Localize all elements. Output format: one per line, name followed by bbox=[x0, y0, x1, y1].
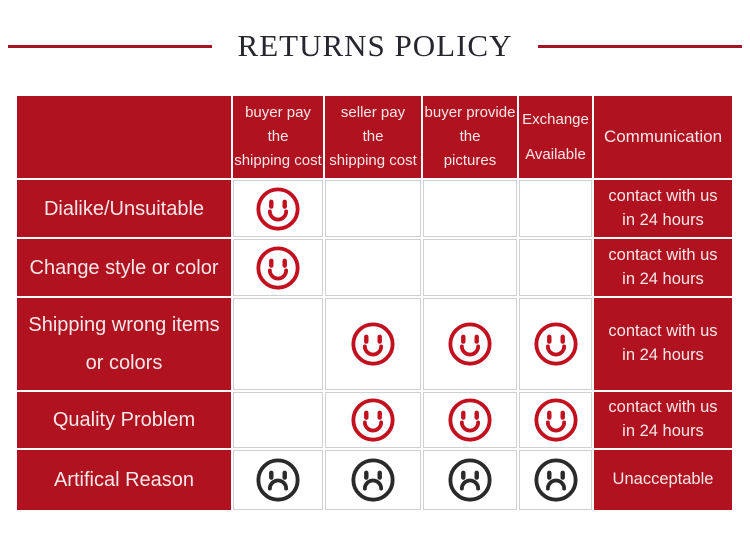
policy-cell-exchange-available bbox=[519, 392, 592, 448]
policy-cell-buyer-pay-shipping bbox=[233, 239, 323, 296]
table-corner-cell bbox=[17, 96, 231, 178]
policy-cell-exchange-available bbox=[519, 450, 592, 510]
page-title-bar: RETURNS POLICY bbox=[8, 25, 743, 67]
policy-cell-buyer-provide-pictures bbox=[423, 450, 517, 510]
smile-icon bbox=[448, 322, 492, 366]
smile-icon bbox=[448, 398, 492, 442]
policy-cell-exchange-available bbox=[519, 180, 592, 237]
policy-cell-buyer-pay-shipping bbox=[233, 392, 323, 448]
policy-cell-buyer-provide-pictures bbox=[423, 239, 517, 296]
title-rule-left bbox=[8, 44, 212, 48]
smile-icon bbox=[533, 322, 578, 366]
frown-icon bbox=[256, 458, 300, 502]
returns-policy-table: buyer pay the shipping cost seller pay th… bbox=[17, 96, 732, 510]
smile-icon bbox=[256, 245, 300, 290]
policy-cell-buyer-pay-shipping bbox=[233, 450, 323, 510]
policy-cell-buyer-provide-pictures bbox=[423, 392, 517, 448]
policy-cell-seller-pay-shipping bbox=[325, 239, 421, 296]
policy-cell-seller-pay-shipping bbox=[325, 180, 421, 237]
policy-cell-exchange-available bbox=[519, 239, 592, 296]
column-header-exchange-available: Exchange Available bbox=[519, 96, 592, 178]
note-cell: contact with us in 24 hours bbox=[594, 392, 732, 448]
frown-icon bbox=[351, 458, 395, 502]
note-cell: contact with us in 24 hours bbox=[594, 298, 732, 390]
policy-cell-seller-pay-shipping bbox=[325, 298, 421, 390]
row-label-cell: Artifical Reason bbox=[17, 450, 231, 510]
row-label-cell: Quality Problem bbox=[17, 392, 231, 448]
column-header-seller-pay-shipping: seller pay the shipping cost bbox=[325, 96, 421, 178]
frown-icon bbox=[533, 458, 578, 502]
policy-cell-seller-pay-shipping bbox=[325, 392, 421, 448]
note-cell: contact with us in 24 hours bbox=[594, 239, 732, 296]
policy-cell-exchange-available bbox=[519, 298, 592, 390]
policy-cell-buyer-provide-pictures bbox=[423, 180, 517, 237]
column-header-communication: Communication bbox=[594, 96, 732, 178]
frown-icon bbox=[448, 458, 492, 502]
note-cell: Unacceptable bbox=[594, 450, 732, 510]
row-label-cell: Change style or color bbox=[17, 239, 231, 296]
smile-icon bbox=[351, 322, 395, 366]
smile-icon bbox=[256, 186, 300, 231]
policy-cell-buyer-pay-shipping bbox=[233, 180, 323, 237]
policy-cell-seller-pay-shipping bbox=[325, 450, 421, 510]
page-title: RETURNS POLICY bbox=[237, 28, 513, 63]
column-header-buyer-pay-shipping: buyer pay the shipping cost bbox=[233, 96, 323, 178]
row-label-cell: Dialike/Unsuitable bbox=[17, 180, 231, 237]
policy-cell-buyer-pay-shipping bbox=[233, 298, 323, 390]
column-header-buyer-provide-pictures: buyer provide the pictures bbox=[423, 96, 517, 178]
note-cell: contact with us in 24 hours bbox=[594, 180, 732, 237]
policy-cell-buyer-provide-pictures bbox=[423, 298, 517, 390]
row-label-cell: Shipping wrong items or colors bbox=[17, 298, 231, 390]
title-rule-right bbox=[538, 44, 743, 48]
smile-icon bbox=[351, 398, 395, 442]
smile-icon bbox=[533, 398, 578, 442]
